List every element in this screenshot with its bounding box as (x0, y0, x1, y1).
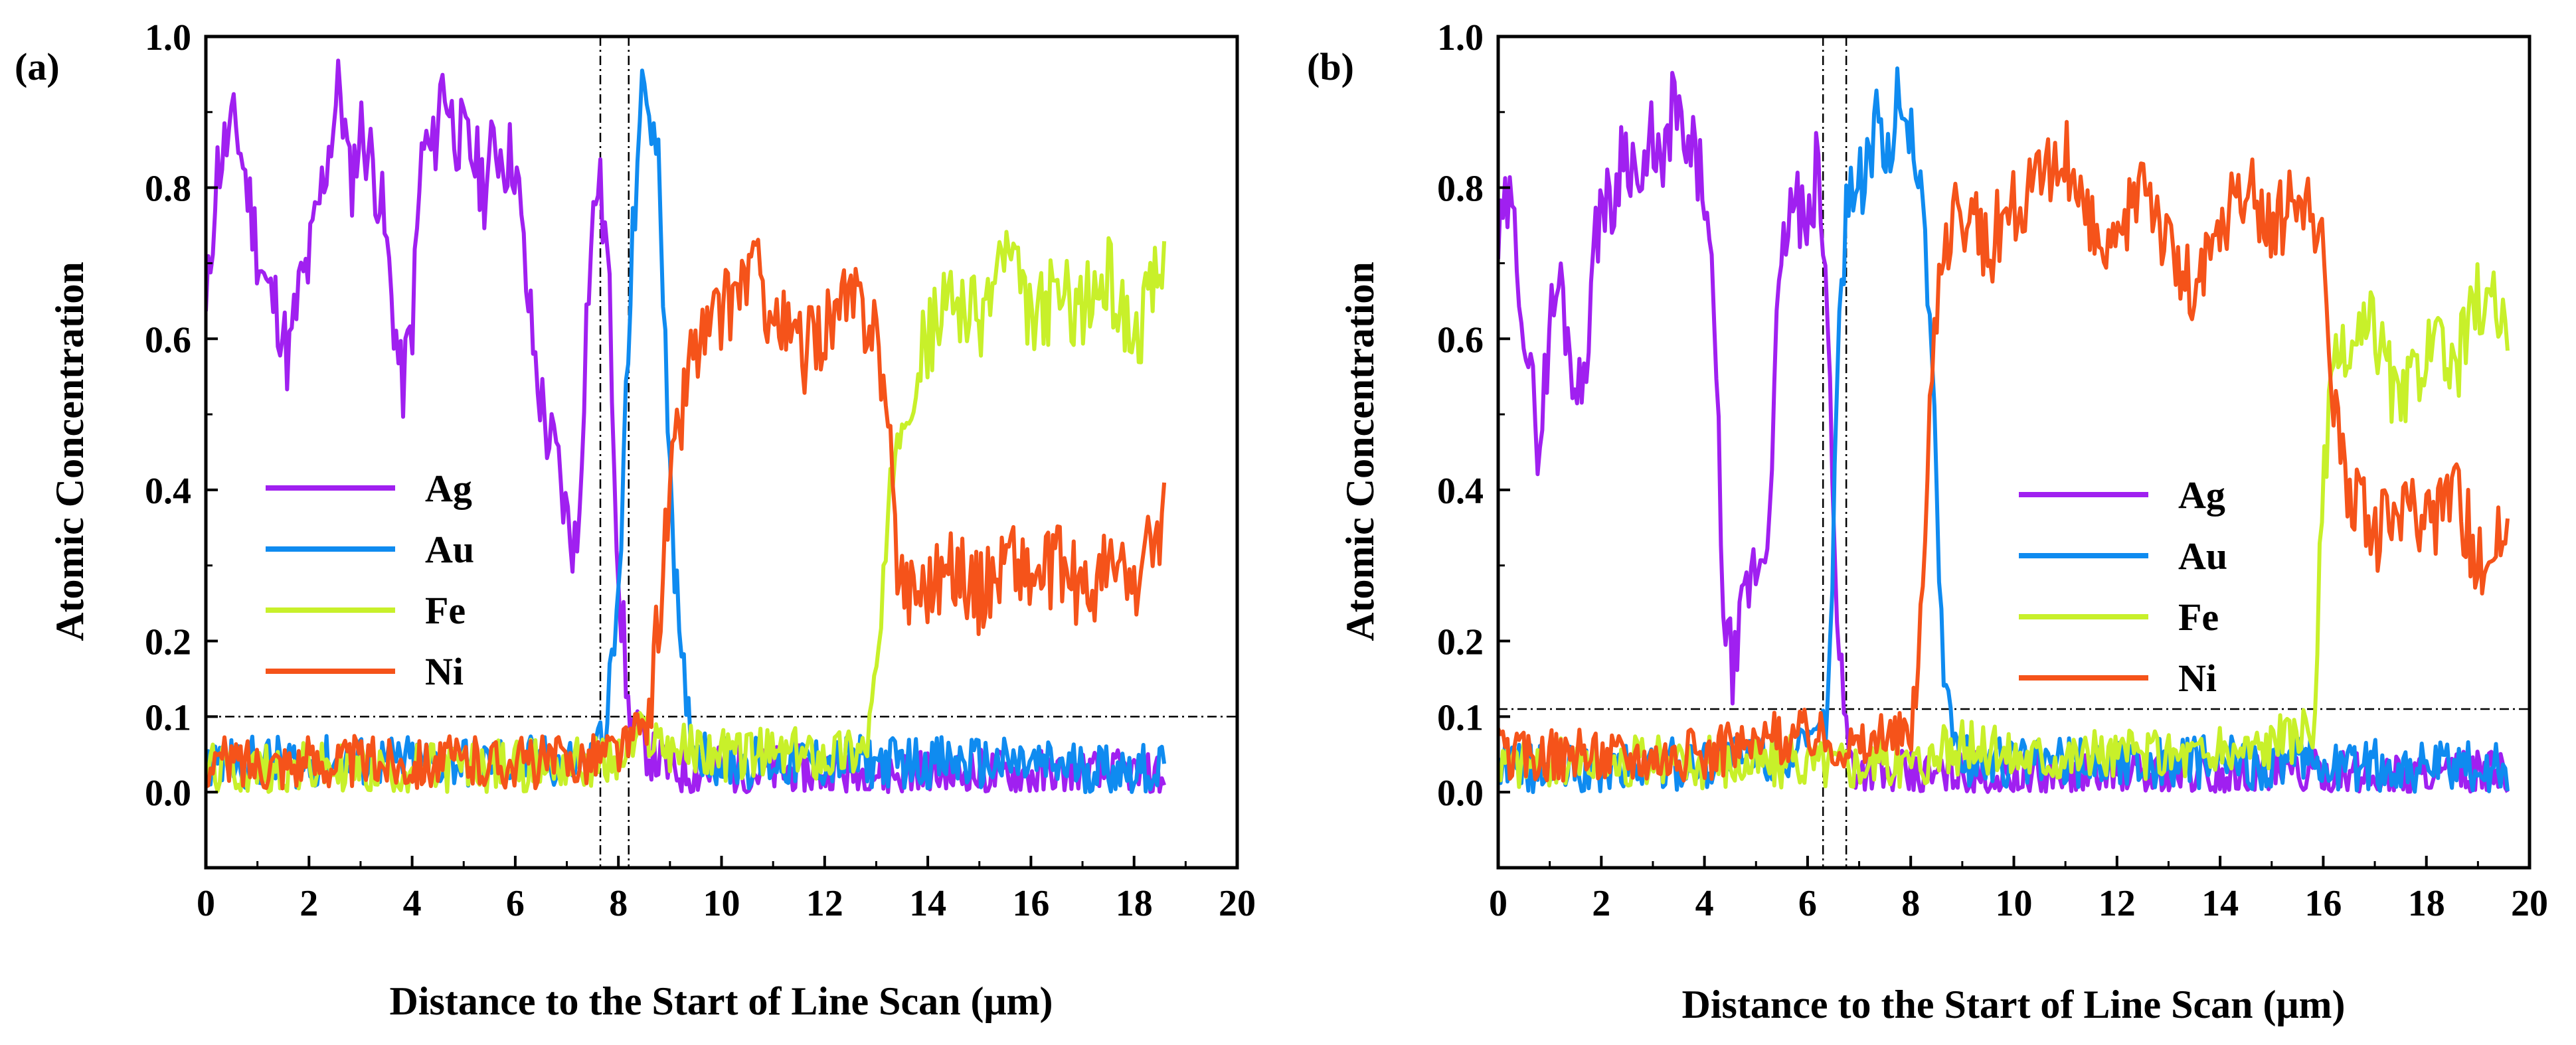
series-au-line-b (1498, 66, 2510, 794)
x-ticks-b: 0 2 4 6 8 10 12 14 16 18 20 (1489, 856, 2548, 924)
y-axis-label-b: Atomic Concentration (1338, 262, 1382, 641)
legend-b: Ag Au Fe Ni (2019, 473, 2227, 700)
y-tick-label: 0.2 (1437, 622, 1484, 663)
y-tick-label: 0.6 (145, 319, 191, 361)
y-tick-label: 0.4 (1437, 471, 1484, 512)
y-tick-label: 0.6 (1437, 319, 1484, 361)
panel-label-b: (b) (1307, 45, 1354, 88)
legend-label-ni: Ni (425, 650, 464, 693)
x-tick-label: 6 (1798, 883, 1817, 924)
x-tick-label: 14 (909, 883, 946, 924)
y-ticks-a: 0.0 0.1 0.2 0.4 0.6 0.8 1.0 (145, 17, 218, 869)
x-ticks-a: 0 2 4 6 8 10 12 14 16 18 20 (197, 856, 1256, 924)
x-tick-label: 14 (2201, 883, 2239, 924)
x-tick-label: 0 (197, 883, 215, 924)
y-tick-label: 0.1 (1437, 697, 1484, 738)
x-tick-label: 4 (403, 883, 422, 924)
legend-a: Ag Au Fe Ni (266, 467, 474, 693)
x-tick-label: 12 (806, 883, 843, 924)
x-tick-label: 18 (1116, 883, 1153, 924)
x-tick-label: 8 (609, 883, 628, 924)
y-tick-label: 0.1 (145, 697, 191, 738)
y-tick-label: 1.0 (1437, 17, 1484, 58)
x-tick-label: 20 (1219, 883, 1256, 924)
chart-panel-b: (b) Atomic Concentration Distance to the… (1307, 17, 2548, 1026)
x-tick-label: 16 (1012, 883, 1049, 924)
x-tick-label: 20 (2511, 883, 2548, 924)
x-tick-label: 16 (2304, 883, 2342, 924)
series-ag-line-b (1498, 70, 2510, 794)
y-axis-label-a: Atomic Concentration (48, 262, 92, 641)
y-ticks-b: 0.0 0.1 0.2 0.4 0.6 0.8 1.0 (1437, 17, 1510, 869)
x-tick-label: 6 (506, 883, 525, 924)
series-ni-line-b (1498, 120, 2510, 783)
y-tick-label: 0.4 (145, 471, 191, 512)
x-tick-label: 8 (1901, 883, 1920, 924)
series-ni-line-a (206, 238, 1167, 791)
x-tick-label: 18 (2408, 883, 2445, 924)
x-axis-label-b: Distance to the Start of Line Scan (μm) (1682, 983, 2346, 1026)
panel-label-a: (a) (15, 45, 60, 88)
x-tick-label: 10 (1996, 883, 2033, 924)
x-tick-label: 12 (2099, 883, 2136, 924)
x-tick-label: 0 (1489, 883, 1507, 924)
y-tick-label: 0.0 (145, 773, 191, 814)
legend-label-ni: Ni (2178, 657, 2217, 700)
legend-label-ag: Ag (2178, 473, 2225, 517)
legend-label-fe: Fe (2178, 596, 2219, 639)
series-ag-line-a (206, 58, 1166, 795)
legend-label-ag: Ag (425, 467, 472, 510)
y-tick-label: 0.8 (145, 169, 191, 210)
x-tick-label: 4 (1695, 883, 1714, 924)
y-tick-label: 0.0 (1437, 773, 1484, 814)
plot-series-b (1498, 66, 2510, 794)
legend-label-au: Au (425, 528, 474, 571)
plot-series-a (206, 58, 1167, 795)
x-tick-label: 10 (703, 883, 740, 924)
legend-label-au: Au (2178, 534, 2227, 578)
chart-panel-a: (a) Atomic Concentration Distance to the… (15, 17, 1256, 1023)
y-tick-label: 0.8 (1437, 169, 1484, 210)
x-tick-label: 2 (1592, 883, 1610, 924)
x-tick-label: 2 (300, 883, 318, 924)
legend-label-fe: Fe (425, 589, 466, 632)
reference-lines-b (1498, 37, 2530, 868)
x-axis-label-a: Distance to the Start of Line Scan (μm) (390, 979, 1053, 1023)
y-tick-label: 1.0 (145, 17, 191, 58)
y-tick-label: 0.2 (145, 622, 191, 663)
